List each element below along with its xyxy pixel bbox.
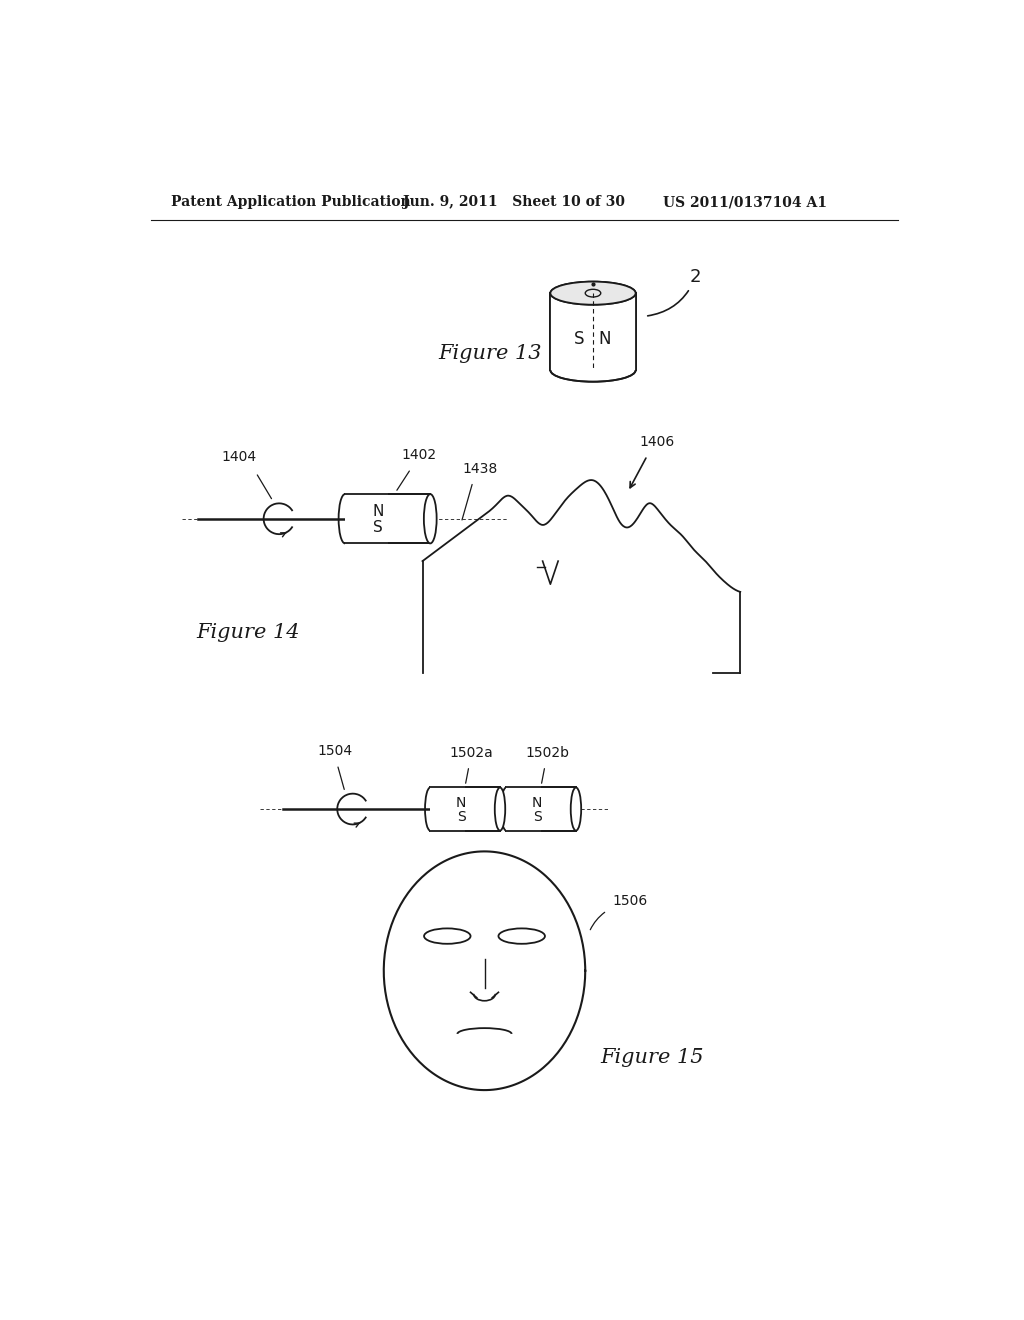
Polygon shape xyxy=(430,785,465,832)
Text: 1502b: 1502b xyxy=(525,746,569,760)
Text: Jun. 9, 2011   Sheet 10 of 30: Jun. 9, 2011 Sheet 10 of 30 xyxy=(403,195,625,209)
Ellipse shape xyxy=(424,494,436,544)
Text: US 2011/0137104 A1: US 2011/0137104 A1 xyxy=(663,195,826,209)
Text: 1438: 1438 xyxy=(463,462,498,475)
Polygon shape xyxy=(506,785,541,832)
Text: N: N xyxy=(456,796,467,810)
Text: 1402: 1402 xyxy=(401,447,436,462)
Polygon shape xyxy=(345,492,388,545)
Text: Patent Application Publication: Patent Application Publication xyxy=(171,195,411,209)
Text: N: N xyxy=(532,796,543,810)
Polygon shape xyxy=(506,788,575,830)
Text: 1504: 1504 xyxy=(317,744,353,758)
Polygon shape xyxy=(430,788,500,830)
Text: 1406: 1406 xyxy=(640,434,675,449)
Ellipse shape xyxy=(570,788,582,830)
Ellipse shape xyxy=(550,281,636,305)
Text: 1404: 1404 xyxy=(221,450,256,465)
Text: Figure 14: Figure 14 xyxy=(197,623,300,642)
Text: 1502a: 1502a xyxy=(450,746,494,760)
Text: S: S xyxy=(374,520,383,536)
Ellipse shape xyxy=(495,788,505,830)
Text: N: N xyxy=(373,504,384,519)
Text: S: S xyxy=(457,809,466,824)
Text: S: S xyxy=(532,809,542,824)
Text: Figure 15: Figure 15 xyxy=(601,1048,705,1067)
Text: N: N xyxy=(598,330,611,348)
Polygon shape xyxy=(550,293,636,370)
Ellipse shape xyxy=(550,281,636,305)
Text: 1506: 1506 xyxy=(612,895,647,908)
Text: 2: 2 xyxy=(647,268,701,315)
Text: Figure 13: Figure 13 xyxy=(438,343,542,363)
Polygon shape xyxy=(345,494,430,544)
Text: S: S xyxy=(573,330,585,348)
